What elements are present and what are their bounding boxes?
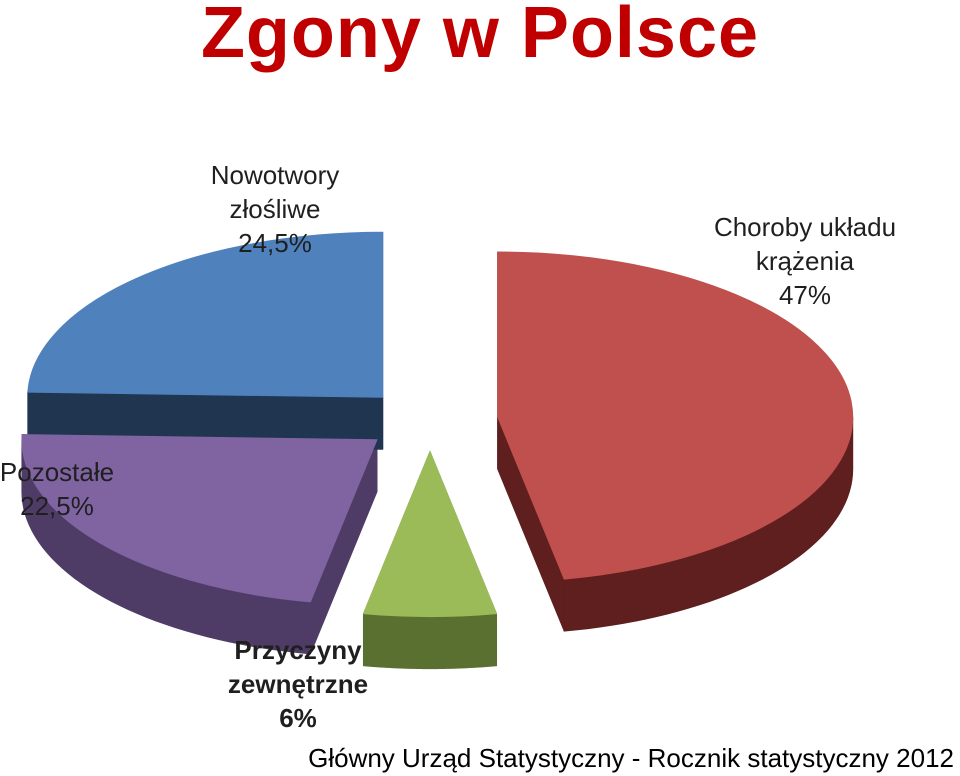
slice-2-top <box>21 434 378 603</box>
label-choroby-value: 47% <box>778 280 832 310</box>
label-przyczyny: Przyczyny zewnętrzne 6% <box>168 633 428 735</box>
slice-3-top <box>27 231 384 398</box>
label-pozostale: Pozostałe 22,5% <box>0 455 122 523</box>
slice-0-top <box>497 251 854 580</box>
chart-title: Zgony w Polsce <box>200 0 760 73</box>
label-nowotwory-line1: Nowotwory <box>210 160 340 190</box>
label-choroby-line2: krążenia <box>755 246 855 276</box>
label-choroby-line1: Choroby układu <box>713 212 897 242</box>
label-przyczyny-line2: zewnętrzne <box>227 669 369 699</box>
label-przyczyny-value: 6% <box>279 703 317 733</box>
slice-tops <box>21 231 854 618</box>
label-pozostale-line1: Pozostałe <box>0 457 115 487</box>
label-choroby: Choroby układu krążenia 47% <box>660 210 950 312</box>
label-nowotwory: Nowotwory złośliwe 24,5% <box>160 158 390 260</box>
label-pozostale-value: 22,5% <box>20 491 94 521</box>
label-przyczyny-line1: Przyczyny <box>234 635 362 665</box>
label-nowotwory-line2: złośliwe <box>229 194 321 224</box>
label-nowotwory-value: 24,5% <box>238 228 312 258</box>
source-note: Główny Urząd Statystyczny - Rocznik stat… <box>308 743 954 773</box>
slice-1-top <box>362 450 498 618</box>
